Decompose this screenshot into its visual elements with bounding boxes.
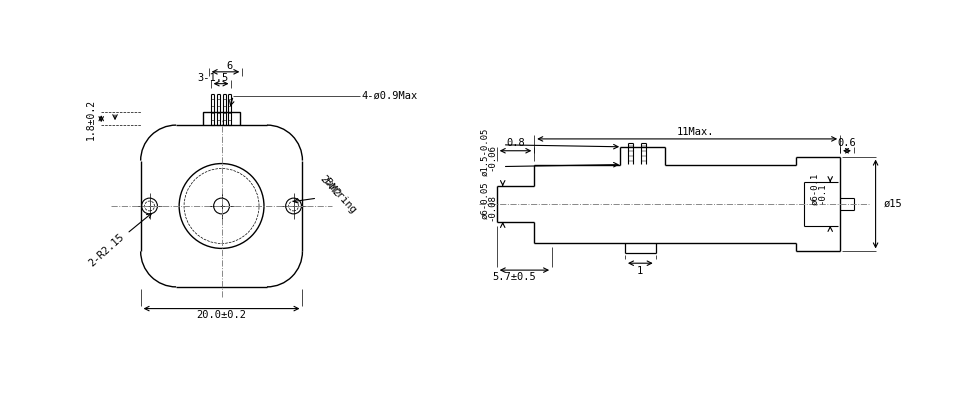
Text: ø1.5-0.05: ø1.5-0.05 (480, 127, 489, 176)
Text: 1.8±0.2: 1.8±0.2 (86, 99, 96, 140)
Text: Burring: Burring (321, 177, 357, 216)
Text: 2-M2: 2-M2 (318, 173, 342, 199)
Text: 6: 6 (226, 61, 233, 71)
Text: 1: 1 (636, 266, 643, 276)
Text: -0.06: -0.06 (487, 144, 496, 171)
Text: 0.6: 0.6 (837, 138, 855, 148)
Text: 2-R2.15: 2-R2.15 (86, 232, 126, 269)
Text: -0.08: -0.08 (487, 194, 496, 222)
Text: 4-ø0.9Max: 4-ø0.9Max (361, 90, 417, 101)
Text: ø6-0.05: ø6-0.05 (480, 181, 489, 219)
Text: 3-1.5: 3-1.5 (197, 73, 229, 83)
Text: ø6-0.1: ø6-0.1 (810, 173, 819, 206)
Text: 0.8: 0.8 (505, 138, 525, 148)
Text: 11Max.: 11Max. (676, 127, 713, 137)
Text: -0.1: -0.1 (817, 182, 825, 204)
Text: 5.7±0.5: 5.7±0.5 (492, 272, 536, 282)
Bar (203, 112, 240, 125)
Text: ø15: ø15 (882, 199, 901, 209)
Text: 20.0±0.2: 20.0±0.2 (196, 310, 246, 321)
